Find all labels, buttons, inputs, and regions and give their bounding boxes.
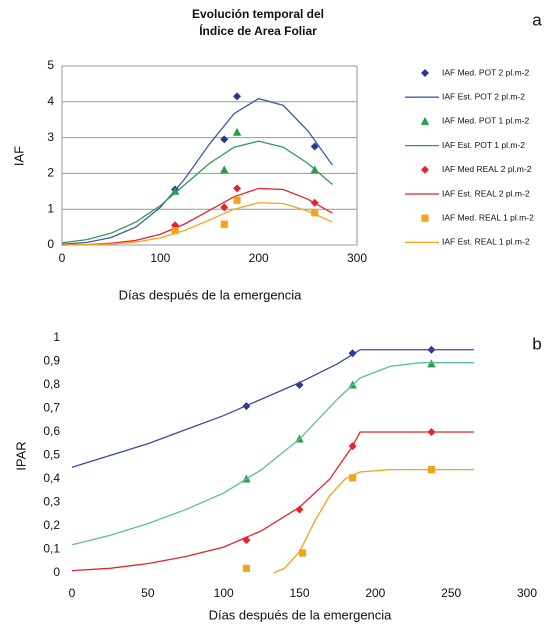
x-tick-label: 200 bbox=[249, 251, 269, 265]
y-tick-label: 0,9 bbox=[43, 354, 60, 368]
data-point bbox=[233, 92, 242, 101]
y-tick-label: 0,8 bbox=[43, 377, 60, 391]
y-tick-label: 1 bbox=[53, 330, 60, 344]
data-point bbox=[233, 196, 241, 204]
panel-label: b bbox=[532, 334, 541, 353]
x-tick-label: 150 bbox=[289, 586, 309, 600]
fitted-line bbox=[61, 97, 333, 245]
legend-swatch bbox=[420, 116, 430, 125]
x-tick-label: 100 bbox=[214, 586, 234, 600]
legend-swatch bbox=[421, 214, 429, 222]
fitted-line bbox=[273, 468, 474, 574]
x-tick-label: 100 bbox=[150, 251, 170, 265]
data-point bbox=[310, 142, 319, 151]
y-tick-label: 1 bbox=[47, 201, 54, 215]
legend-swatch bbox=[421, 165, 429, 174]
fitted-line bbox=[61, 140, 333, 244]
data-point bbox=[220, 220, 228, 228]
legend-label: IAF Est. POT 2 pl.m-2 bbox=[442, 91, 525, 101]
legend-label: IAF Med. POT 1 pl.m-2 bbox=[442, 116, 530, 126]
chart-title: Evolución temporal del bbox=[192, 7, 324, 21]
fitted-line bbox=[61, 202, 333, 246]
y-tick-label: 0 bbox=[53, 565, 60, 579]
data-point bbox=[220, 135, 229, 144]
y-axis-label: IPAR bbox=[13, 441, 28, 470]
y-tick-label: 5 bbox=[47, 58, 54, 72]
x-tick-label: 200 bbox=[365, 586, 385, 600]
legend-label: IAF Med. POT 2 pl.m-2 bbox=[442, 67, 530, 77]
data-point bbox=[242, 564, 251, 572]
data-point bbox=[220, 203, 229, 212]
x-tick-label: 0 bbox=[69, 586, 76, 600]
legend-label: IAF Med REAL 2 pl.m-2 bbox=[442, 164, 532, 174]
y-tick-label: 0 bbox=[47, 237, 54, 251]
legend-label: IAF Est. REAL 1 pl.m-2 bbox=[442, 237, 530, 247]
fitted-line bbox=[71, 431, 474, 572]
x-axis-label: Días después de la emergencia bbox=[209, 607, 393, 622]
y-tick-label: 0,2 bbox=[43, 518, 60, 532]
data-point bbox=[427, 359, 436, 368]
y-tick-label: 0,6 bbox=[43, 424, 60, 438]
y-tick-label: 0,5 bbox=[43, 448, 60, 462]
y-axis-label: IAF bbox=[11, 146, 26, 166]
y-tick-label: 2 bbox=[47, 166, 54, 180]
panel-label: a bbox=[532, 10, 542, 29]
y-tick-label: 0,7 bbox=[43, 401, 60, 415]
x-tick-label: 250 bbox=[441, 586, 461, 600]
data-point bbox=[298, 549, 307, 557]
data-point bbox=[233, 184, 242, 193]
legend-label: IAF Est. POT 1 pl.m-2 bbox=[442, 140, 525, 150]
x-axis-label: Días después de la emergencia bbox=[119, 287, 303, 302]
chart-title: Índice de Area Foliar bbox=[199, 23, 317, 38]
fitted-line bbox=[71, 349, 474, 468]
legend-label: IAF Est. REAL 2 pl.m-2 bbox=[442, 188, 530, 198]
fitted-line bbox=[71, 362, 474, 546]
data-point bbox=[220, 165, 229, 174]
y-tick-label: 0,4 bbox=[43, 471, 60, 485]
y-tick-label: 0,1 bbox=[43, 542, 60, 556]
legend-label: IAF Med. REAL 1 pl.m-2 bbox=[442, 212, 534, 222]
y-tick-label: 4 bbox=[47, 94, 54, 108]
legend-swatch bbox=[421, 69, 429, 77]
plot-frame bbox=[61, 65, 358, 246]
y-tick-label: 0,3 bbox=[43, 495, 60, 509]
y-tick-label: 3 bbox=[47, 130, 54, 144]
x-tick-label: 50 bbox=[141, 586, 155, 600]
fitted-line bbox=[61, 187, 333, 246]
data-point bbox=[232, 127, 242, 136]
x-tick-label: 300 bbox=[347, 251, 367, 265]
x-tick-label: 0 bbox=[59, 251, 66, 265]
data-point bbox=[295, 505, 304, 514]
data-point bbox=[170, 186, 180, 195]
x-tick-label: 300 bbox=[517, 586, 537, 600]
